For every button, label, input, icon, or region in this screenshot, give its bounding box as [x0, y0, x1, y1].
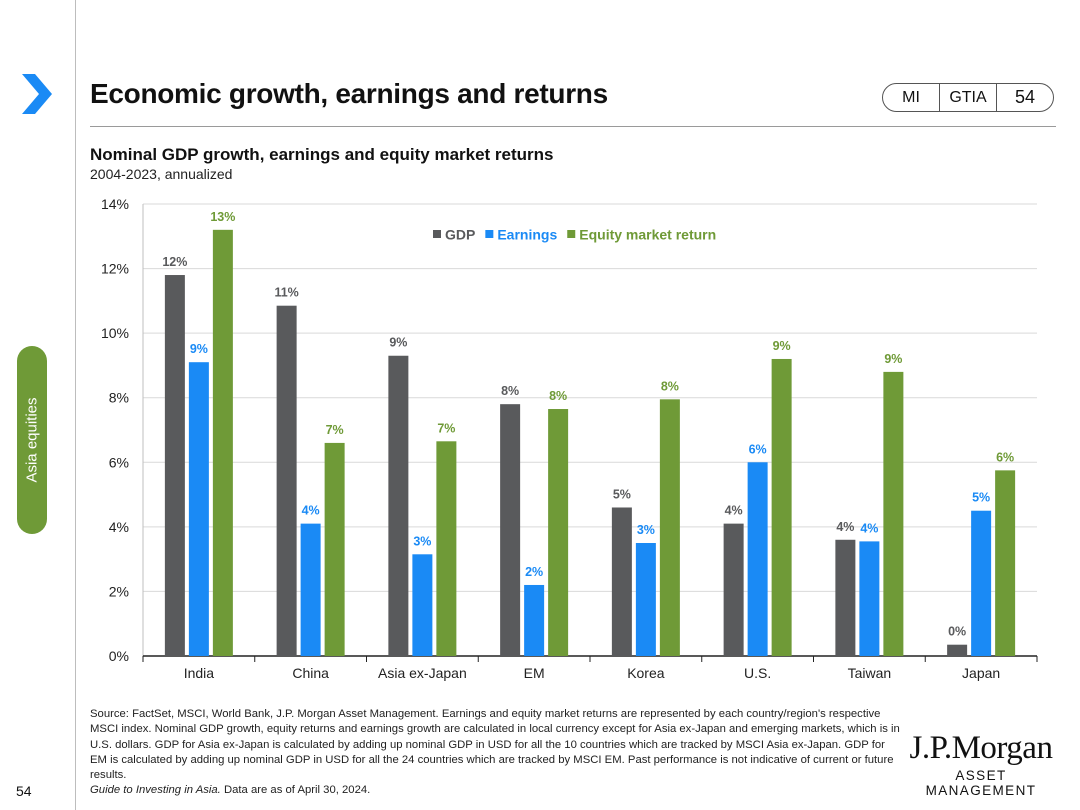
- data-label: 9%: [773, 339, 791, 353]
- data-label: 9%: [389, 336, 407, 350]
- bar-earnings: [747, 462, 768, 656]
- legend-label: Equity market return: [579, 227, 716, 243]
- sidebar-section-tab[interactable]: Asia equities: [17, 346, 47, 534]
- bar-earnings: [859, 541, 880, 656]
- data-label: 7%: [437, 421, 455, 435]
- data-label: 12%: [162, 255, 187, 269]
- y-tick-label: 8%: [109, 390, 129, 406]
- bar-gdp: [276, 305, 297, 656]
- y-tick-label: 10%: [101, 325, 129, 341]
- badge-page-number: 54: [996, 84, 1053, 111]
- x-tick-label: Taiwan: [848, 665, 892, 681]
- data-label: 0%: [948, 625, 966, 639]
- bar-equity-market-return: [771, 358, 792, 656]
- y-tick-label: 12%: [101, 261, 129, 277]
- title-rule: [90, 126, 1056, 127]
- data-label: 13%: [210, 210, 235, 224]
- data-label: 8%: [549, 389, 567, 403]
- footnote-source: Source: FactSet, MSCI, World Bank, J.P. …: [90, 708, 900, 766]
- data-label: 4%: [860, 521, 878, 535]
- bar-equity-market-return: [548, 409, 569, 656]
- bar-earnings: [412, 554, 433, 656]
- footnote-disclaimer: Past performance is not indicative of cu…: [90, 753, 894, 782]
- x-tick-label: U.S.: [744, 665, 771, 681]
- page-number: 54: [16, 783, 32, 799]
- sidebar-divider: [75, 0, 76, 810]
- data-label: 8%: [501, 384, 519, 398]
- badge-gtia: GTIA: [939, 84, 996, 111]
- legend-label: Earnings: [497, 227, 557, 243]
- data-label: 9%: [884, 352, 902, 366]
- data-label: 7%: [326, 423, 344, 437]
- logo-wordmark: J.P.Morgan: [909, 730, 1053, 766]
- page-title: Economic growth, earnings and returns: [90, 78, 608, 109]
- legend-swatch: [567, 230, 576, 238]
- x-tick-label: India: [184, 665, 215, 681]
- y-tick-label: 14%: [101, 196, 129, 212]
- bar-earnings: [971, 510, 992, 656]
- bar-gdp: [388, 355, 409, 656]
- bar-gdp: [500, 404, 521, 656]
- bar-gdp: [723, 523, 744, 656]
- bar-gdp: [611, 507, 632, 656]
- chart-title: Nominal GDP growth, earnings and equity …: [90, 145, 554, 164]
- footnote: Source: FactSet, MSCI, World Bank, J.P. …: [90, 707, 900, 799]
- bar-equity-market-return: [659, 399, 680, 656]
- bar-earnings: [635, 543, 656, 656]
- jpmorgan-logo: J.P.Morgan ASSET MANAGEMENT: [905, 730, 1057, 798]
- data-label: 6%: [749, 442, 767, 456]
- header-badge-group: MI GTIA 54: [882, 83, 1054, 112]
- x-tick-label: China: [292, 665, 329, 681]
- bar-earnings: [524, 584, 545, 656]
- x-tick-label: Korea: [627, 665, 665, 681]
- footnote-data-date: Data are as of April 30, 2024.: [223, 784, 371, 797]
- data-label: 8%: [661, 379, 679, 393]
- chart-subtitle: 2004-2023, annualized: [90, 166, 233, 182]
- data-label: 5%: [972, 491, 990, 505]
- data-label: 3%: [413, 534, 431, 548]
- y-tick-label: 4%: [109, 519, 129, 535]
- bar-gdp: [835, 539, 856, 656]
- logo-subtitle: ASSET MANAGEMENT: [925, 768, 1037, 798]
- legend-label: GDP: [445, 227, 475, 243]
- bar-gdp: [164, 275, 185, 656]
- data-label: 5%: [613, 487, 631, 501]
- bar-equity-market-return: [324, 442, 345, 656]
- data-label: 11%: [274, 286, 298, 300]
- badge-mi: MI: [902, 88, 920, 106]
- data-label: 9%: [190, 342, 208, 356]
- y-tick-label: 6%: [109, 454, 129, 470]
- bar-gdp: [947, 644, 968, 656]
- x-tick-label: EM: [524, 665, 545, 681]
- bar-equity-market-return: [212, 229, 233, 657]
- legend-swatch: [485, 230, 494, 238]
- data-label: 4%: [725, 504, 743, 518]
- data-label: 3%: [637, 523, 655, 537]
- data-label: 4%: [836, 520, 854, 534]
- legend-swatch: [433, 230, 441, 238]
- bar-equity-market-return: [995, 470, 1016, 656]
- chevron-right-icon: [22, 74, 52, 114]
- bar-equity-market-return: [436, 441, 457, 656]
- x-tick-label: Asia ex-Japan: [378, 665, 467, 681]
- data-label: 6%: [996, 450, 1014, 464]
- bar-earnings: [188, 362, 209, 656]
- data-label: 4%: [302, 504, 320, 518]
- y-tick-label: 2%: [109, 583, 129, 599]
- y-tick-label: 0%: [109, 648, 129, 664]
- footnote-guide-title: Guide to Investing in Asia.: [90, 784, 221, 797]
- bar-earnings: [300, 523, 321, 656]
- data-label: 2%: [525, 565, 543, 579]
- x-tick-label: Japan: [962, 665, 1000, 681]
- bar-equity-market-return: [883, 371, 904, 656]
